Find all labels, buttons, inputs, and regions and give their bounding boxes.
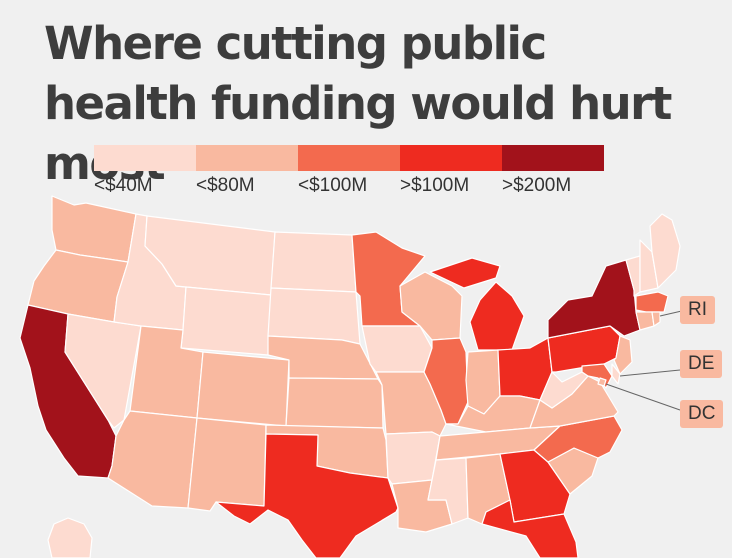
legend-label-3: <$100M	[298, 175, 368, 196]
state-arizona	[107, 410, 198, 509]
legend-swatch-5	[502, 145, 604, 171]
map-title: Where cutting public health funding woul…	[44, 17, 672, 190]
legend-label-5: >$200M	[502, 175, 572, 196]
state-florida	[481, 499, 579, 558]
state-rhode-island	[651, 311, 661, 327]
state-arkansas	[385, 431, 441, 485]
state-hawaii	[47, 517, 93, 558]
legend-swatch-4	[400, 145, 502, 171]
dc-callout: DC	[680, 400, 724, 428]
state-new-mexico	[187, 417, 267, 512]
de-callout: DE	[680, 350, 723, 378]
state-colorado	[196, 351, 290, 427]
state-kansas	[285, 377, 384, 429]
state-texas	[215, 433, 399, 558]
legend-swatch-1	[94, 145, 196, 171]
state-district-of-columbia	[597, 377, 607, 387]
de-leader-line	[619, 369, 681, 377]
state-vermont	[625, 255, 641, 297]
state-new-york	[547, 259, 641, 339]
state-wyoming	[180, 286, 272, 356]
state-iowa	[361, 325, 433, 373]
legend-label-2: <$80M	[196, 175, 255, 196]
state-michigan	[429, 257, 525, 351]
state-north-dakota	[270, 231, 357, 293]
legend-label-4: >$100M	[400, 175, 470, 196]
color-legend: <$40M <$80M <$100M >$100M >$200M	[94, 145, 604, 197]
ri-callout: RI	[680, 296, 715, 324]
state-delaware	[611, 363, 621, 385]
state-massachusetts	[635, 291, 669, 313]
legend-swatch-3	[298, 145, 400, 171]
state-south-dakota	[267, 287, 361, 345]
legend-label-1: <$40M	[94, 175, 153, 196]
dc-leader-line	[605, 383, 681, 411]
legend-swatch-2	[196, 145, 298, 171]
state-maine	[649, 213, 681, 289]
